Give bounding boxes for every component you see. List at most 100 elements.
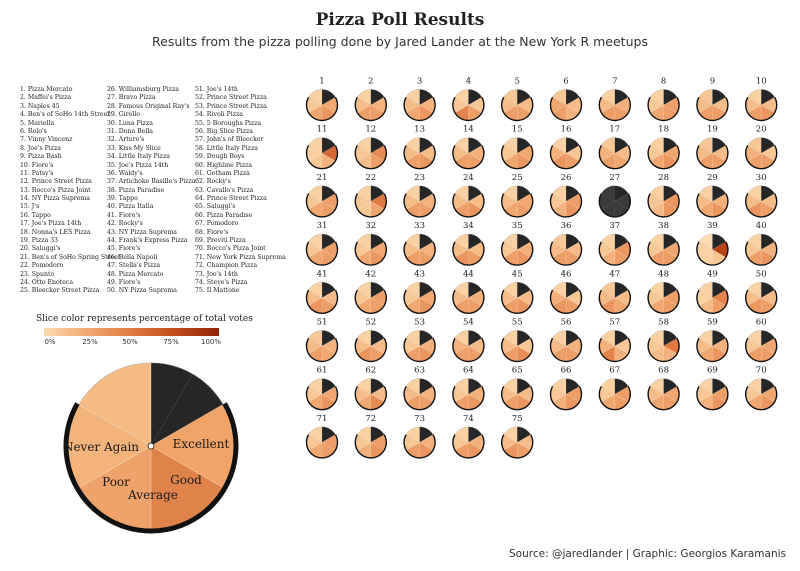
pie-number-label: 44 <box>463 269 474 279</box>
place-list-item: 70. Rocco's Pizza Joint <box>195 245 266 253</box>
pie-18 <box>647 137 680 170</box>
slice-never_again <box>308 378 323 395</box>
place-list-item: 72. Champion Pizza <box>195 262 258 270</box>
slice-never_again <box>747 282 762 299</box>
slice-never_again <box>405 137 420 154</box>
place-list-item: 50. NY Pizza Suprema <box>107 287 177 295</box>
pie-rim <box>647 386 680 411</box>
pie-rim <box>501 193 534 218</box>
pie-rim <box>452 241 485 266</box>
key-label-poor: Poor <box>102 475 130 489</box>
pie-rim <box>501 145 534 170</box>
pie-number-label: 50 <box>756 269 767 279</box>
pie-number-label: 4 <box>466 77 471 87</box>
slice-never_again <box>747 137 762 154</box>
pie-7 <box>598 89 631 122</box>
pie-rim <box>452 145 485 170</box>
pie-number-label: 31 <box>317 221 328 231</box>
place-list-item: 34. Little Italy Pizza <box>107 153 170 161</box>
place-list-item: 44. Frank's Express Pizza <box>107 237 188 245</box>
place-list-item: 47. Stella's Pizza <box>107 262 161 270</box>
pie-rim <box>549 193 583 218</box>
place-list-item: 23. Spunto <box>20 270 55 278</box>
place-list-item: 57. John's of Bleecker <box>195 136 264 144</box>
pie-64 <box>452 378 485 411</box>
pie-rim <box>745 96 778 122</box>
slice-never_again <box>649 137 664 154</box>
slice-never_again <box>308 233 323 250</box>
place-list-item: 9. Pizza Bash <box>20 153 62 161</box>
pie-rim <box>745 145 778 170</box>
slice-never_again <box>649 330 664 347</box>
slice-never_again <box>454 378 469 395</box>
pie-rim <box>549 386 583 411</box>
place-list-item: 61. Gotham Pizza <box>195 169 250 177</box>
pie-rim <box>696 289 729 315</box>
pie-number-label: 1 <box>319 77 324 87</box>
pie-number-label: 3 <box>417 77 422 87</box>
slice-never_again <box>454 282 469 299</box>
slice-never_again <box>503 185 518 202</box>
pie-rim <box>452 289 485 315</box>
pie-38 <box>647 233 680 266</box>
slice-never_again <box>552 378 567 395</box>
place-list-item: 63. Cavallo's Pizza <box>195 186 254 194</box>
legend-tick: 0% <box>44 338 56 346</box>
slice-never_again <box>357 426 371 443</box>
slice-never_again <box>454 185 469 202</box>
pie-rim <box>452 96 485 122</box>
pie-rim <box>305 193 339 218</box>
pie-rim <box>598 145 631 170</box>
pie-number-label: 55 <box>512 318 523 328</box>
place-list-item: 32. Arturo's <box>107 136 145 144</box>
pie-rim <box>696 241 729 266</box>
pie-rim <box>745 386 778 411</box>
slice-never_again <box>503 89 518 106</box>
slice-never_again <box>698 185 713 202</box>
pie-rim <box>598 241 631 266</box>
pie-62 <box>354 378 387 411</box>
pie-73 <box>403 426 436 459</box>
place-list-item: 25. Bleecker Street Pizza <box>20 287 100 295</box>
place-list-item: 33. Kiss My Slice <box>107 144 161 152</box>
pie-rim <box>696 386 729 411</box>
place-list-item: 55. 5 Boroughs Pizza <box>195 119 262 127</box>
pie-rim <box>305 96 339 122</box>
key-label-good: Good <box>170 473 202 487</box>
slice-never_again <box>552 330 567 347</box>
pie-rim <box>305 434 339 459</box>
pie-28 <box>647 185 680 218</box>
pie-56 <box>549 330 583 363</box>
pie-21 <box>305 185 339 218</box>
pie-1 <box>305 89 339 122</box>
slice-never_again <box>552 137 567 154</box>
pie-number-label: 40 <box>756 221 767 231</box>
place-list-item: 11. Patsy's <box>20 169 54 177</box>
pie-number-label: 65 <box>512 366 523 376</box>
pie-number-label: 16 <box>561 125 572 135</box>
pie-number-label: 74 <box>463 414 474 424</box>
place-list-item: 54. Rivoli Pizza <box>195 111 243 119</box>
pie-rim <box>305 289 339 315</box>
place-list-item: 12. Prince Street Pizza <box>20 178 92 186</box>
pie-72 <box>354 426 387 459</box>
pie-rim <box>452 193 485 218</box>
pie-20 <box>745 137 778 170</box>
pie-12 <box>354 137 387 170</box>
place-list-item: 17. Joe's Pizza 14th <box>20 220 82 228</box>
place-list-item: 38. Pizza Paradise <box>107 186 165 194</box>
pie-rim <box>647 96 680 122</box>
pie-rim <box>452 337 485 363</box>
place-list-item: 59. Dough Boys <box>195 153 245 161</box>
pie-58 <box>647 330 680 363</box>
pie-29 <box>696 185 729 218</box>
places-list-col-1: 1. Pizza Mercato 2. Maffei's Pizza 3. Napl… <box>20 86 120 296</box>
pie-70 <box>745 378 778 411</box>
legend-tick: 25% <box>82 338 98 346</box>
pie-rim <box>647 241 680 266</box>
pie-number-label: 58 <box>658 318 669 328</box>
pie-number-label: 26 <box>561 173 572 183</box>
pie-number-label: 49 <box>707 269 718 279</box>
slice-never_again <box>357 330 371 347</box>
